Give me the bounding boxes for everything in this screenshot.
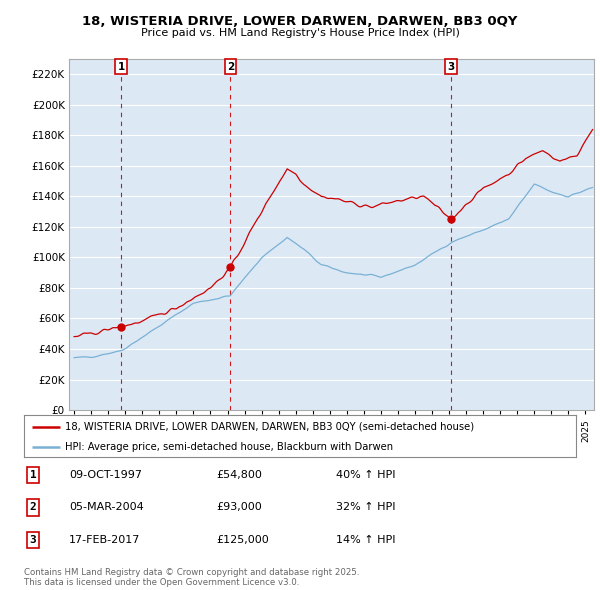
Text: Contains HM Land Registry data © Crown copyright and database right 2025.
This d: Contains HM Land Registry data © Crown c…	[24, 568, 359, 587]
Text: 1: 1	[29, 470, 37, 480]
Text: 14% ↑ HPI: 14% ↑ HPI	[336, 535, 395, 545]
Text: Price paid vs. HM Land Registry's House Price Index (HPI): Price paid vs. HM Land Registry's House …	[140, 28, 460, 38]
Text: 2: 2	[227, 61, 234, 71]
Text: 2: 2	[29, 503, 37, 512]
Text: 3: 3	[448, 61, 455, 71]
Text: 40% ↑ HPI: 40% ↑ HPI	[336, 470, 395, 480]
Text: 18, WISTERIA DRIVE, LOWER DARWEN, DARWEN, BB3 0QY: 18, WISTERIA DRIVE, LOWER DARWEN, DARWEN…	[82, 15, 518, 28]
Text: 1: 1	[118, 61, 125, 71]
Text: 17-FEB-2017: 17-FEB-2017	[69, 535, 140, 545]
Text: 3: 3	[29, 535, 37, 545]
Text: 18, WISTERIA DRIVE, LOWER DARWEN, DARWEN, BB3 0QY (semi-detached house): 18, WISTERIA DRIVE, LOWER DARWEN, DARWEN…	[65, 422, 475, 432]
Text: 09-OCT-1997: 09-OCT-1997	[69, 470, 142, 480]
Text: £125,000: £125,000	[216, 535, 269, 545]
Text: £93,000: £93,000	[216, 503, 262, 512]
Text: 05-MAR-2004: 05-MAR-2004	[69, 503, 144, 512]
Text: 32% ↑ HPI: 32% ↑ HPI	[336, 503, 395, 512]
Text: HPI: Average price, semi-detached house, Blackburn with Darwen: HPI: Average price, semi-detached house,…	[65, 442, 394, 451]
Text: £54,800: £54,800	[216, 470, 262, 480]
